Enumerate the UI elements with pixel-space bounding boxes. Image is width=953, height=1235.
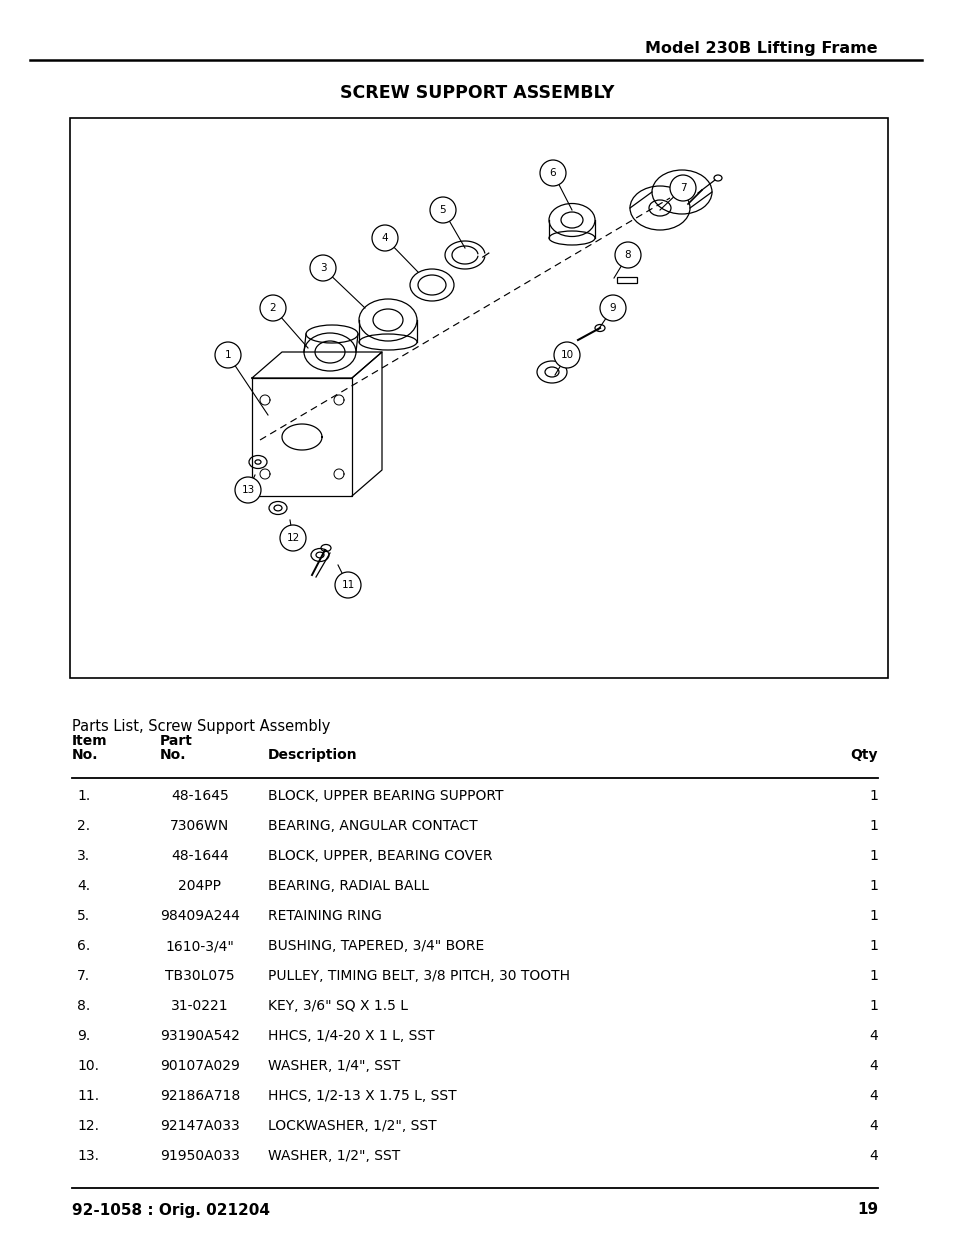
Text: 13.: 13. <box>77 1149 99 1163</box>
Text: WASHER, 1/2", SST: WASHER, 1/2", SST <box>268 1149 400 1163</box>
Text: 4: 4 <box>868 1058 877 1073</box>
Text: 1: 1 <box>868 789 877 803</box>
Text: BEARING, ANGULAR CONTACT: BEARING, ANGULAR CONTACT <box>268 819 477 832</box>
Text: 4: 4 <box>868 1029 877 1044</box>
Circle shape <box>310 254 335 282</box>
Text: HHCS, 1/2-13 X 1.75 L, SST: HHCS, 1/2-13 X 1.75 L, SST <box>268 1089 456 1103</box>
Text: KEY, 3/6" SQ X 1.5 L: KEY, 3/6" SQ X 1.5 L <box>268 999 408 1013</box>
Text: 1: 1 <box>868 909 877 923</box>
Text: Model 230B Lifting Frame: Model 230B Lifting Frame <box>644 41 877 56</box>
Text: 7.: 7. <box>77 969 90 983</box>
Text: BUSHING, TAPERED, 3/4" BORE: BUSHING, TAPERED, 3/4" BORE <box>268 939 484 953</box>
Circle shape <box>335 572 360 598</box>
Text: Item: Item <box>71 734 108 748</box>
Circle shape <box>280 525 306 551</box>
Text: 1: 1 <box>868 819 877 832</box>
Text: 4: 4 <box>868 1149 877 1163</box>
Circle shape <box>554 342 579 368</box>
Text: 3: 3 <box>319 263 326 273</box>
Text: 1610-3/4": 1610-3/4" <box>166 939 234 953</box>
Text: 10: 10 <box>559 350 573 359</box>
Text: 92-1058 : Orig. 021204: 92-1058 : Orig. 021204 <box>71 1203 270 1218</box>
Text: 12.: 12. <box>77 1119 99 1132</box>
Text: 98409A244: 98409A244 <box>160 909 240 923</box>
Text: 93190A542: 93190A542 <box>160 1029 240 1044</box>
Text: 10.: 10. <box>77 1058 99 1073</box>
Text: 4: 4 <box>381 233 388 243</box>
Circle shape <box>539 161 565 186</box>
Circle shape <box>260 295 286 321</box>
Circle shape <box>669 175 696 201</box>
Text: 9: 9 <box>609 303 616 312</box>
Text: 4: 4 <box>868 1089 877 1103</box>
Text: 19: 19 <box>856 1203 877 1218</box>
Text: LOCKWASHER, 1/2", SST: LOCKWASHER, 1/2", SST <box>268 1119 436 1132</box>
Text: 6.: 6. <box>77 939 91 953</box>
Text: Qty: Qty <box>850 748 877 762</box>
Circle shape <box>430 198 456 224</box>
Text: 31-0221: 31-0221 <box>171 999 229 1013</box>
Circle shape <box>372 225 397 251</box>
Text: 3.: 3. <box>77 848 90 863</box>
Text: 4.: 4. <box>77 879 90 893</box>
Text: 12: 12 <box>286 534 299 543</box>
Text: 11.: 11. <box>77 1089 99 1103</box>
Text: PULLEY, TIMING BELT, 3/8 PITCH, 30 TOOTH: PULLEY, TIMING BELT, 3/8 PITCH, 30 TOOTH <box>268 969 569 983</box>
Text: 1: 1 <box>868 999 877 1013</box>
Text: 13: 13 <box>241 485 254 495</box>
Text: 204PP: 204PP <box>178 879 221 893</box>
Text: 7306WN: 7306WN <box>171 819 230 832</box>
Bar <box>70 119 887 678</box>
Text: TB30L075: TB30L075 <box>165 969 234 983</box>
Text: 48-1645: 48-1645 <box>171 789 229 803</box>
Text: BEARING, RADIAL BALL: BEARING, RADIAL BALL <box>268 879 429 893</box>
Text: 9.: 9. <box>77 1029 91 1044</box>
Text: 1.: 1. <box>77 789 91 803</box>
Text: 1: 1 <box>868 848 877 863</box>
Text: 1: 1 <box>868 969 877 983</box>
Text: 92147A033: 92147A033 <box>160 1119 239 1132</box>
Text: BLOCK, UPPER, BEARING COVER: BLOCK, UPPER, BEARING COVER <box>268 848 492 863</box>
Circle shape <box>214 342 241 368</box>
Text: 8.: 8. <box>77 999 91 1013</box>
Text: SCREW SUPPORT ASSEMBLY: SCREW SUPPORT ASSEMBLY <box>339 84 614 103</box>
Text: 48-1644: 48-1644 <box>171 848 229 863</box>
Text: 1: 1 <box>868 939 877 953</box>
Circle shape <box>615 242 640 268</box>
Text: No.: No. <box>71 748 98 762</box>
Text: 7: 7 <box>679 183 685 193</box>
Text: 1: 1 <box>868 879 877 893</box>
Text: BLOCK, UPPER BEARING SUPPORT: BLOCK, UPPER BEARING SUPPORT <box>268 789 503 803</box>
Text: 2.: 2. <box>77 819 90 832</box>
Text: 1: 1 <box>225 350 231 359</box>
Text: Part: Part <box>160 734 193 748</box>
Text: Parts List, Screw Support Assembly: Parts List, Screw Support Assembly <box>71 719 330 734</box>
Text: RETAINING RING: RETAINING RING <box>268 909 381 923</box>
Text: WASHER, 1/4", SST: WASHER, 1/4", SST <box>268 1058 400 1073</box>
Circle shape <box>599 295 625 321</box>
Text: 5.: 5. <box>77 909 90 923</box>
Text: 8: 8 <box>624 249 631 261</box>
Text: HHCS, 1/4-20 X 1 L, SST: HHCS, 1/4-20 X 1 L, SST <box>268 1029 435 1044</box>
Circle shape <box>234 477 261 503</box>
Text: 4: 4 <box>868 1119 877 1132</box>
Text: 90107A029: 90107A029 <box>160 1058 240 1073</box>
Text: No.: No. <box>160 748 186 762</box>
Text: 91950A033: 91950A033 <box>160 1149 240 1163</box>
Text: 6: 6 <box>549 168 556 178</box>
Text: Description: Description <box>268 748 357 762</box>
Text: 2: 2 <box>270 303 276 312</box>
Text: 11: 11 <box>341 580 355 590</box>
Text: 5: 5 <box>439 205 446 215</box>
Text: 92186A718: 92186A718 <box>160 1089 240 1103</box>
Bar <box>617 277 637 283</box>
